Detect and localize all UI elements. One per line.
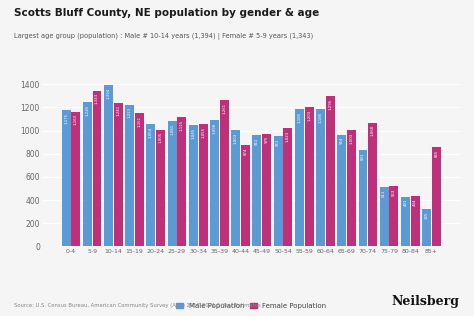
Bar (231, 130, 240, 246)
Bar (62, 110, 71, 246)
Bar (337, 135, 346, 246)
Bar (210, 120, 219, 246)
Bar (273, 136, 283, 246)
Bar (72, 112, 80, 246)
Text: Scotts Bluff County, NE population by gender & age: Scotts Bluff County, NE population by ge… (14, 8, 319, 18)
Text: 431: 431 (403, 199, 407, 206)
Text: 1,245: 1,245 (85, 105, 89, 116)
Text: 1,081: 1,081 (170, 124, 174, 135)
Text: 1,261: 1,261 (222, 103, 226, 114)
Text: 1,055: 1,055 (201, 126, 205, 137)
Text: 1,185: 1,185 (319, 112, 323, 123)
Text: Source: U.S. Census Bureau, American Community Survey (ACS) 2017-2021 5-Year Est: Source: U.S. Census Bureau, American Com… (14, 303, 261, 308)
Text: 1,005: 1,005 (159, 132, 163, 143)
Bar (432, 147, 441, 246)
Text: 1,241: 1,241 (116, 105, 120, 116)
Bar (358, 150, 367, 246)
Text: 1,163: 1,163 (74, 114, 78, 125)
Bar (253, 135, 261, 246)
Bar (283, 128, 292, 246)
Text: 855: 855 (434, 150, 438, 157)
Text: 1,115: 1,115 (180, 119, 184, 131)
Text: 831: 831 (361, 153, 365, 160)
Bar (305, 107, 314, 246)
Bar (380, 187, 389, 246)
Text: 523: 523 (392, 188, 396, 196)
Bar (189, 125, 198, 246)
Bar (241, 145, 250, 246)
Text: 1,203: 1,203 (307, 109, 311, 121)
Text: 1,054: 1,054 (149, 127, 153, 138)
Text: 511: 511 (382, 190, 386, 197)
Text: 1,295: 1,295 (328, 99, 332, 110)
Bar (92, 91, 101, 246)
Bar (104, 85, 113, 246)
Text: 1,343: 1,343 (95, 93, 99, 105)
Bar (156, 130, 165, 246)
Text: 1,185: 1,185 (297, 112, 301, 123)
Text: Neilsberg: Neilsberg (392, 295, 460, 308)
Text: 961: 961 (255, 137, 259, 145)
Bar (347, 130, 356, 246)
Text: 1,151: 1,151 (137, 115, 141, 127)
Bar (262, 133, 271, 246)
Bar (326, 96, 335, 246)
Text: Largest age group (population) : Male # 10-14 years (1,394) | Female # 5-9 years: Largest age group (population) : Male # … (14, 33, 313, 40)
Bar (135, 113, 144, 246)
Bar (316, 109, 325, 246)
Bar (390, 186, 399, 246)
Bar (177, 117, 186, 246)
Bar (368, 123, 377, 246)
Text: 1,175: 1,175 (64, 113, 68, 124)
Text: 951: 951 (276, 139, 280, 146)
Bar (199, 124, 208, 246)
Bar (220, 100, 229, 246)
Text: 874: 874 (244, 148, 247, 155)
Text: 1,045: 1,045 (191, 128, 195, 139)
Bar (401, 197, 410, 246)
Text: 964: 964 (340, 137, 344, 144)
Bar (422, 209, 431, 246)
Text: 1,223: 1,223 (128, 107, 132, 118)
Legend: Male Population, Female Population: Male Population, Female Population (176, 303, 326, 309)
Bar (410, 196, 419, 246)
Text: 1,003: 1,003 (234, 133, 238, 144)
Bar (168, 121, 177, 246)
Bar (83, 102, 92, 246)
Bar (114, 103, 123, 246)
Bar (295, 109, 304, 246)
Text: 1,090: 1,090 (212, 123, 217, 134)
Text: 1,394: 1,394 (107, 87, 110, 99)
Text: 1,023: 1,023 (286, 130, 290, 142)
Bar (146, 125, 155, 246)
Text: 1,003: 1,003 (349, 133, 354, 144)
Text: 1,068: 1,068 (371, 125, 375, 136)
Bar (125, 105, 134, 246)
Text: 325: 325 (425, 211, 428, 219)
Text: 434: 434 (413, 198, 417, 206)
Text: 975: 975 (264, 136, 269, 143)
